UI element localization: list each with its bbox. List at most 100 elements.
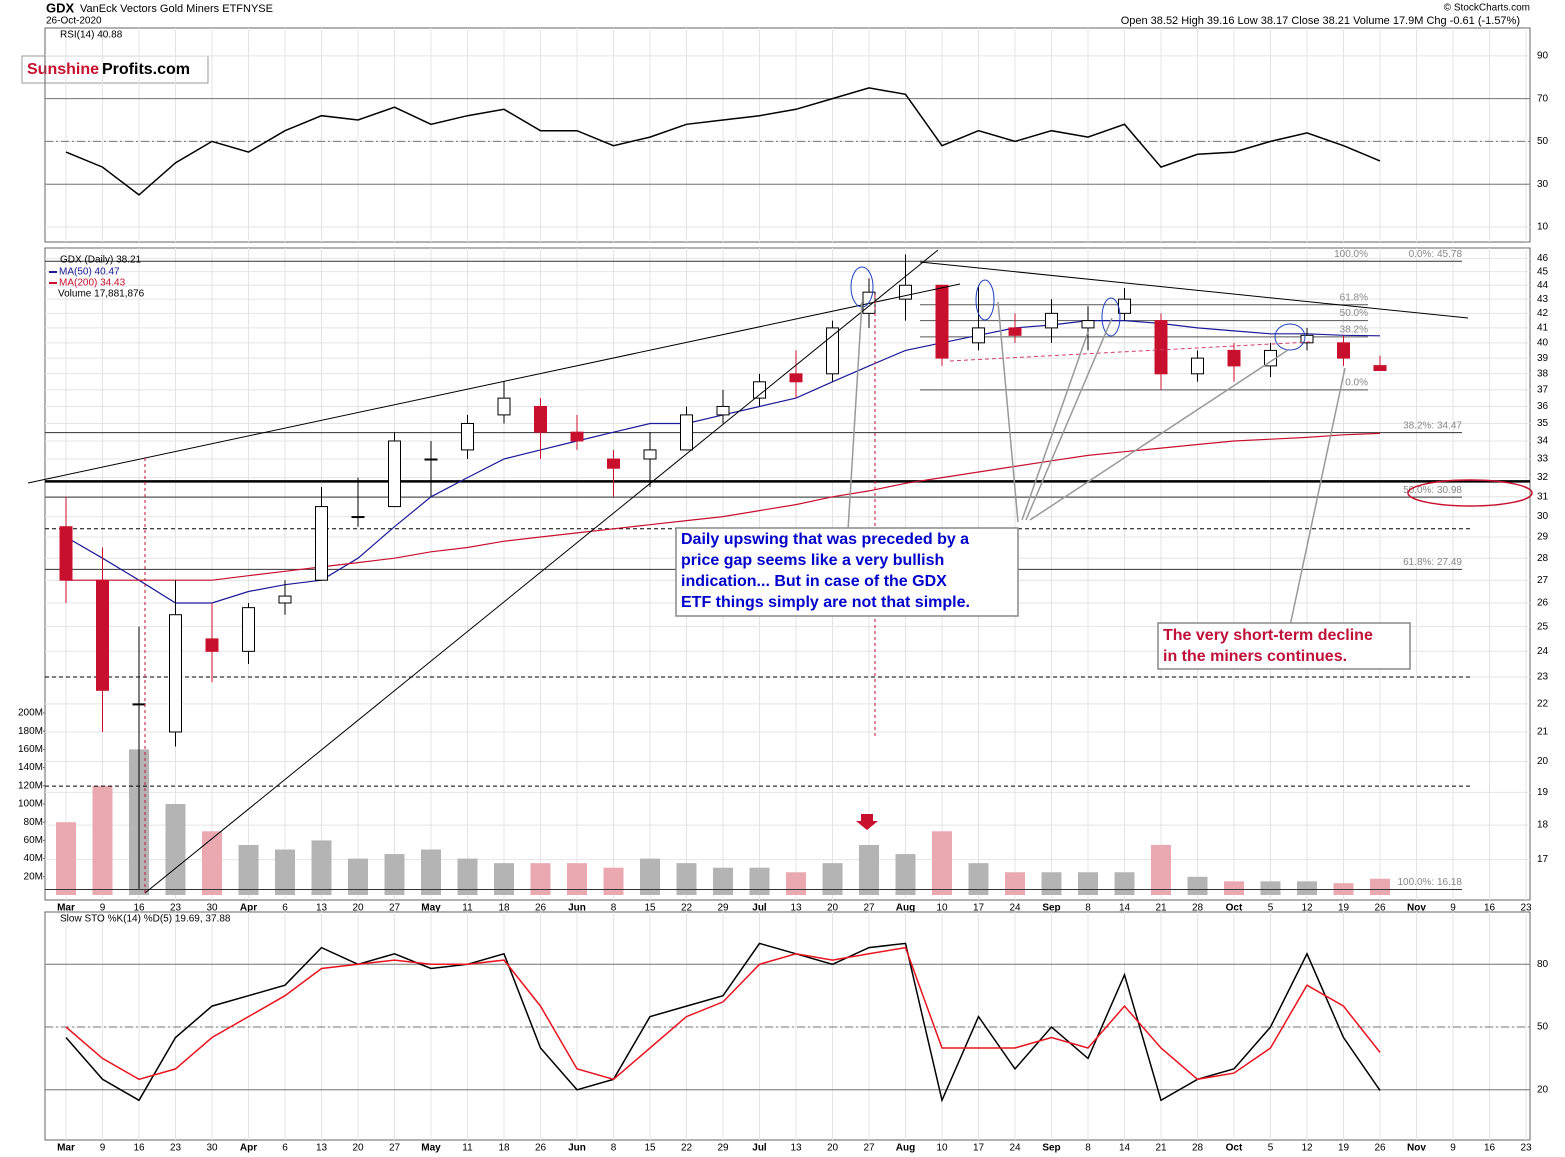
candle-body <box>826 327 839 375</box>
x-tick-label: 5 <box>1268 903 1274 914</box>
callout-text: The very short-term decline <box>1163 627 1373 644</box>
x-tick-label: 13 <box>316 1143 328 1154</box>
highlight <box>1101 297 1121 337</box>
volume-bar <box>1005 872 1025 895</box>
volume-tick-label: 180M <box>18 726 43 737</box>
x-tick-label: 24 <box>1009 903 1021 914</box>
x-tick-label: 27 <box>863 1143 875 1154</box>
volume-bar <box>494 863 514 895</box>
x-tick-label: 17 <box>973 1143 985 1154</box>
x-tick-label: 12 <box>1301 903 1313 914</box>
security-name: VanEck Vectors Gold Miners ETF <box>80 3 243 15</box>
volume-bar <box>713 867 733 895</box>
x-tick-label: 21 <box>1155 1143 1167 1154</box>
fib-label: 0.0%: 45.78 <box>1409 249 1463 260</box>
legend-entry: MA(200) 34.43 <box>59 278 126 289</box>
y-tick-label: 50 <box>1537 1022 1549 1033</box>
volume-legend: Volume 17,881,876 <box>58 289 145 300</box>
volume-tick-label: 80M <box>24 817 43 828</box>
y-tick-label: 34 <box>1537 436 1549 447</box>
volume-bar <box>1224 881 1244 895</box>
x-tick-label: 26 <box>1374 1143 1386 1154</box>
x-tick-label: 28 <box>1192 1143 1204 1154</box>
fib-label: 38.2%: 34.47 <box>1403 420 1462 431</box>
x-tick-label: 6 <box>282 1143 288 1154</box>
x-tick-label: 23 <box>1520 903 1532 914</box>
callout-text: Daily upswing that was preceded by a <box>681 531 969 548</box>
candle-body <box>607 458 620 469</box>
x-tick-label: Mar <box>57 903 75 914</box>
volume-bar <box>530 863 551 895</box>
trendline <box>27 283 961 484</box>
y-tick-label: 22 <box>1537 699 1549 710</box>
x-tick-label: Aug <box>896 1143 915 1154</box>
y-tick-label: 23 <box>1537 672 1549 683</box>
candle-body <box>388 440 401 508</box>
fib-label: 0.0% <box>1345 378 1368 389</box>
volume-tick-label: 200M <box>18 708 43 719</box>
candle-body <box>497 397 511 416</box>
background-layer: 10 30 50 70 90 17 18 19 20 21 22 23 24 25 26 27 28 29 30 31… <box>18 27 1549 1154</box>
x-tick-label: 19 <box>1338 1143 1350 1154</box>
fib-label: 61.8%: 27.49 <box>1403 557 1462 568</box>
y-tick-label: 42 <box>1537 308 1549 319</box>
x-tick-label: 8 <box>611 903 617 914</box>
y-tick-label: 38 <box>1537 368 1549 379</box>
x-tick-label: 26 <box>1374 903 1386 914</box>
x-tick-label: 9 <box>1450 1143 1456 1154</box>
volume-bar <box>421 849 441 895</box>
x-tick-label: 27 <box>389 1143 401 1154</box>
callout-pointer <box>847 301 1346 627</box>
callout-text: indication... But in case of the GDX <box>681 573 947 590</box>
candle-body <box>205 638 219 652</box>
volume-bar <box>202 831 222 895</box>
y-tick-label: 46 <box>1537 253 1549 264</box>
highlight <box>1407 479 1533 507</box>
x-tick-label: 8 <box>1085 1143 1091 1154</box>
volume-tick-label: 100M <box>18 799 43 810</box>
x-tick-label: 6 <box>282 903 288 914</box>
panel-frame <box>44 247 1531 901</box>
y-tick-label: 26 <box>1537 598 1549 609</box>
x-tick-label: 23 <box>170 1143 182 1154</box>
volume-tick-label: 40M <box>24 853 43 864</box>
x-tick-label: 14 <box>1119 1143 1131 1154</box>
candle-body <box>1008 327 1022 336</box>
logo: Sunshine Profits.com <box>21 55 209 84</box>
x-tick-label: 22 <box>681 903 693 914</box>
candle-body <box>132 703 146 706</box>
candle-body <box>1227 349 1241 367</box>
volume-bar <box>238 844 259 895</box>
candle-body <box>1118 298 1131 314</box>
x-tick-label: 9 <box>1450 903 1456 914</box>
y-tick-label: 50 <box>1537 136 1549 147</box>
volume-tick-label: 160M <box>18 744 43 755</box>
y-tick-label: 80 <box>1537 959 1549 970</box>
volume-bar <box>1370 878 1390 895</box>
x-tick-label: 20 <box>827 1143 839 1154</box>
candle-body <box>789 373 803 383</box>
y-tick-label: 70 <box>1537 93 1549 104</box>
callout-box <box>1157 622 1411 670</box>
candle-body <box>424 458 438 461</box>
x-tick-label: 24 <box>1009 1143 1021 1154</box>
candle-body <box>351 516 365 519</box>
x-tick-label: Jul <box>752 1143 767 1154</box>
x-tick-label: 18 <box>498 1143 510 1154</box>
x-tick-label: 30 <box>206 903 218 914</box>
volume-tick-label: 60M <box>24 835 43 846</box>
y-tick-label: 35 <box>1537 418 1549 429</box>
panel-frame <box>44 911 1531 1141</box>
y-tick-label: 10 <box>1537 222 1549 233</box>
trendline <box>144 249 939 894</box>
x-tick-label: 13 <box>316 903 328 914</box>
y-tick-label: 17 <box>1537 854 1549 865</box>
x-tick-label: 16 <box>133 903 145 914</box>
y-tick-label: 18 <box>1537 820 1549 831</box>
y-tick-label: 28 <box>1537 553 1549 564</box>
x-tick-label: 16 <box>1484 903 1496 914</box>
y-tick-label: 20 <box>1537 756 1549 767</box>
callout-box <box>675 527 1019 617</box>
candle-body <box>96 579 109 691</box>
